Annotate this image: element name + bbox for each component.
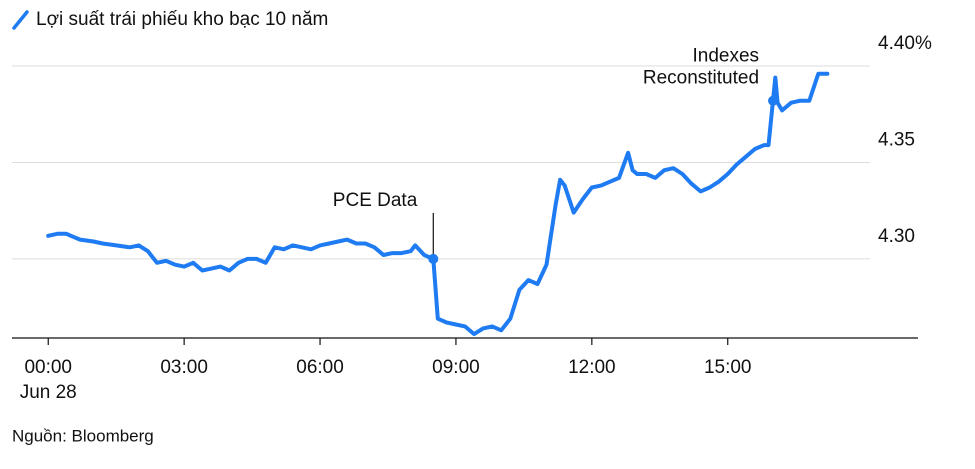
x-date-label: Jun 28 — [20, 382, 77, 403]
annotation-text: PCE Data — [333, 190, 418, 211]
annotation-point — [768, 95, 779, 106]
annotation-text: Indexes — [692, 46, 759, 67]
chart-title: Lợi suất trái phiếu kho bạc 10 năm — [36, 9, 328, 30]
y-tick-label: 4.40% — [878, 33, 932, 54]
x-tick-label: 06:00 — [296, 357, 344, 378]
x-tick-label: 12:00 — [568, 357, 616, 378]
source: Nguồn: Bloomberg — [12, 426, 154, 445]
annotation-point — [428, 253, 439, 264]
annotation-text: Reconstituted — [643, 68, 759, 89]
legend-swatch — [12, 10, 29, 30]
x-tick-label: 09:00 — [432, 357, 480, 378]
y-tick-label: 4.35 — [878, 129, 915, 150]
y-tick-label: 4.30 — [878, 226, 915, 247]
x-tick-label: 00:00 — [24, 357, 72, 378]
x-tick-label: 15:00 — [704, 357, 752, 378]
line — [46, 71, 830, 337]
x-tick-label: 03:00 — [160, 357, 208, 378]
